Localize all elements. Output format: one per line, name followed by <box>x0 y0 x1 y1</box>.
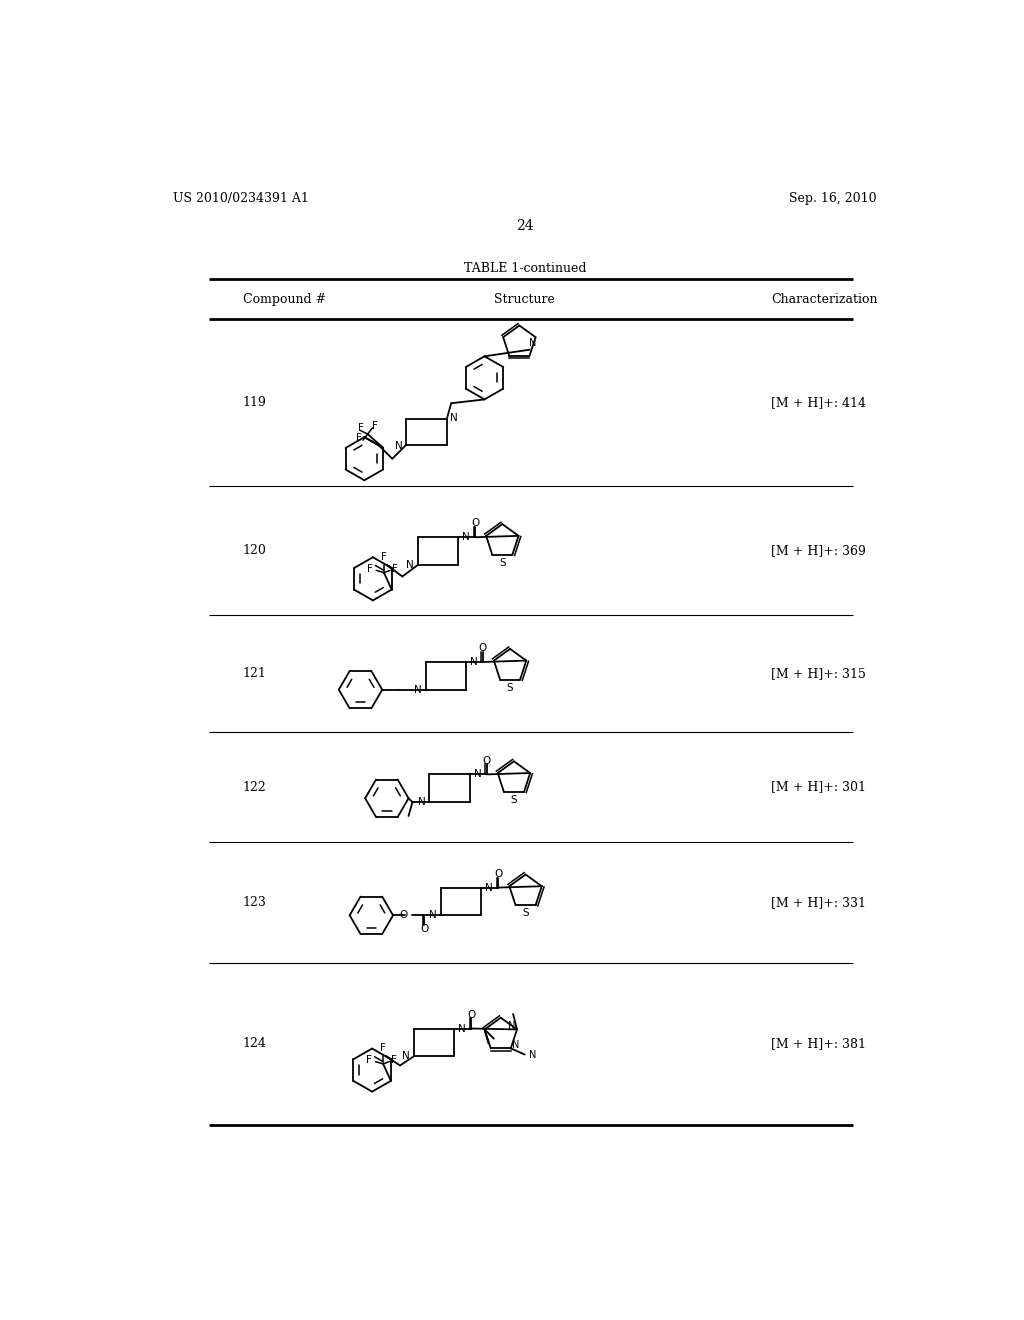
Text: N: N <box>418 797 426 807</box>
Text: [M + H]+: 331: [M + H]+: 331 <box>771 896 866 909</box>
Text: F: F <box>355 433 361 444</box>
Text: N: N <box>429 911 437 920</box>
Text: S: S <box>511 795 517 805</box>
Text: 123: 123 <box>243 896 266 909</box>
Text: 121: 121 <box>243 667 266 680</box>
Text: F: F <box>368 564 373 574</box>
Text: N: N <box>529 1049 537 1060</box>
Text: O: O <box>420 924 428 935</box>
Text: S: S <box>522 908 528 919</box>
Text: O: O <box>471 519 479 528</box>
Text: N: N <box>458 1023 466 1034</box>
Text: F: F <box>367 1055 373 1065</box>
Text: 124: 124 <box>243 1038 266 1051</box>
Text: Compound #: Compound # <box>243 293 326 306</box>
Text: TABLE 1-continued: TABLE 1-continued <box>464 261 586 275</box>
Text: [M + H]+: 381: [M + H]+: 381 <box>771 1038 866 1051</box>
Text: N: N <box>451 413 458 422</box>
Text: [M + H]+: 414: [M + H]+: 414 <box>771 396 866 409</box>
Text: Structure: Structure <box>495 293 555 306</box>
Text: Characterization: Characterization <box>771 293 878 306</box>
Text: F: F <box>380 1043 386 1053</box>
Text: F: F <box>392 564 397 574</box>
Text: F: F <box>372 421 378 432</box>
Text: N: N <box>414 685 422 694</box>
Text: [M + H]+: 369: [M + H]+: 369 <box>771 544 866 557</box>
Text: F: F <box>358 422 365 433</box>
Text: 119: 119 <box>243 396 266 409</box>
Text: 122: 122 <box>243 780 266 793</box>
Text: S: S <box>507 682 513 693</box>
Text: N: N <box>394 441 402 450</box>
Text: N: N <box>508 1020 515 1031</box>
Text: O: O <box>399 911 408 920</box>
Text: Sep. 16, 2010: Sep. 16, 2010 <box>790 191 877 205</box>
Text: O: O <box>495 869 503 879</box>
Text: [M + H]+: 301: [M + H]+: 301 <box>771 780 866 793</box>
Text: [M + H]+: 315: [M + H]+: 315 <box>771 667 866 680</box>
Text: N: N <box>462 532 470 543</box>
Text: N: N <box>407 560 414 570</box>
Text: 120: 120 <box>243 544 266 557</box>
Text: N: N <box>402 1051 410 1061</box>
Text: O: O <box>467 1010 475 1019</box>
Text: N: N <box>528 338 537 348</box>
Text: N: N <box>485 883 493 892</box>
Text: O: O <box>479 643 487 653</box>
Text: F: F <box>381 552 387 562</box>
Text: O: O <box>482 755 490 766</box>
Text: N: N <box>512 1040 520 1049</box>
Text: N: N <box>474 770 481 779</box>
Text: S: S <box>499 558 506 568</box>
Text: F: F <box>391 1055 396 1065</box>
Text: US 2010/0234391 A1: US 2010/0234391 A1 <box>173 191 309 205</box>
Text: N: N <box>470 657 477 667</box>
Text: 24: 24 <box>516 219 534 234</box>
